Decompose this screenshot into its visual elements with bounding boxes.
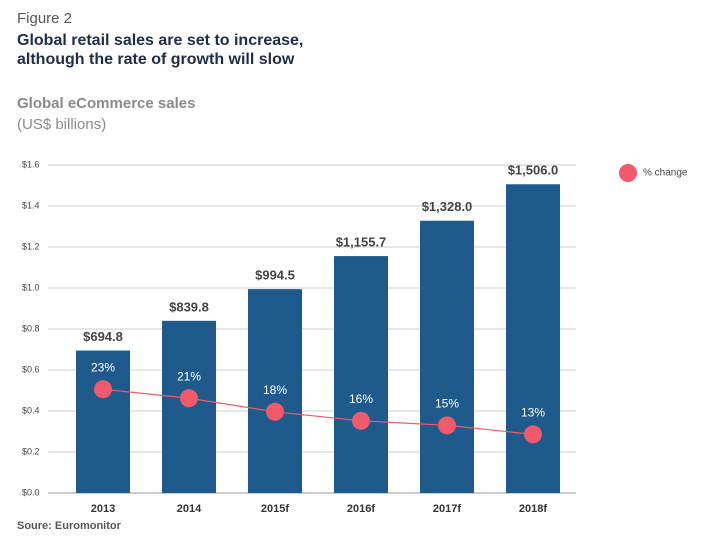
bar-value-label: $1,155.7: [336, 235, 387, 250]
line-value-label: 13%: [521, 406, 545, 420]
bar-value-label: $839.8: [169, 299, 209, 314]
unit-note: (US$ billions): [17, 116, 106, 133]
x-tick-label: 2016f: [347, 503, 375, 515]
chart-title: although the rate of growth will slow: [17, 51, 295, 68]
y-tick-label: $0.6: [22, 364, 40, 374]
y-tick-label: $1.2: [22, 241, 40, 251]
line-value-label: 16%: [349, 392, 373, 406]
chart-subtitle: Global eCommerce sales: [17, 95, 195, 112]
x-tick-label: 2018f: [519, 503, 547, 515]
line-marker: [94, 380, 112, 399]
legend-label: % change: [643, 168, 688, 179]
line-marker: [524, 425, 542, 444]
bar: [248, 289, 302, 493]
y-tick-label: $0.8: [22, 323, 40, 333]
chart-title: Global retail sales are set to increase,: [17, 32, 303, 49]
line-value-label: 15%: [435, 396, 459, 410]
line: [102, 388, 534, 435]
y-tick-label: $0.0: [22, 487, 40, 497]
x-tick-label: 2017f: [433, 503, 461, 515]
line-value-label: 18%: [263, 383, 287, 397]
y-tick-label: $0.4: [22, 405, 40, 415]
bar: [506, 184, 560, 493]
bar: [334, 256, 388, 493]
source: Soure: Euromonitor: [17, 520, 122, 532]
y-tick-label: $1.0: [22, 282, 40, 292]
figure-label: Figure 2: [17, 10, 72, 27]
bar: [420, 220, 474, 493]
legend-marker: [619, 164, 637, 182]
line-marker: [438, 416, 456, 435]
x-tick-label: 2014: [177, 503, 202, 515]
y-tick-label: $1.4: [22, 200, 40, 210]
x-tick-label: 2015f: [261, 503, 289, 515]
bar-value-label: $994.5: [255, 268, 295, 283]
line-marker: [180, 389, 198, 408]
y-tick-label: $1.6: [22, 159, 40, 169]
bar-value-label: $1,328.0: [422, 199, 473, 214]
x-tick-label: 2013: [91, 503, 115, 515]
bar: [76, 350, 130, 493]
bar-value-label: $694.8: [83, 329, 123, 344]
y-tick-label: $0.2: [22, 446, 40, 456]
bar-value-label: $1,506.0: [508, 163, 559, 178]
line-marker: [352, 411, 370, 430]
line-value-label: 21%: [177, 369, 201, 383]
line-marker: [266, 402, 284, 421]
line-value-label: 23%: [91, 360, 115, 374]
